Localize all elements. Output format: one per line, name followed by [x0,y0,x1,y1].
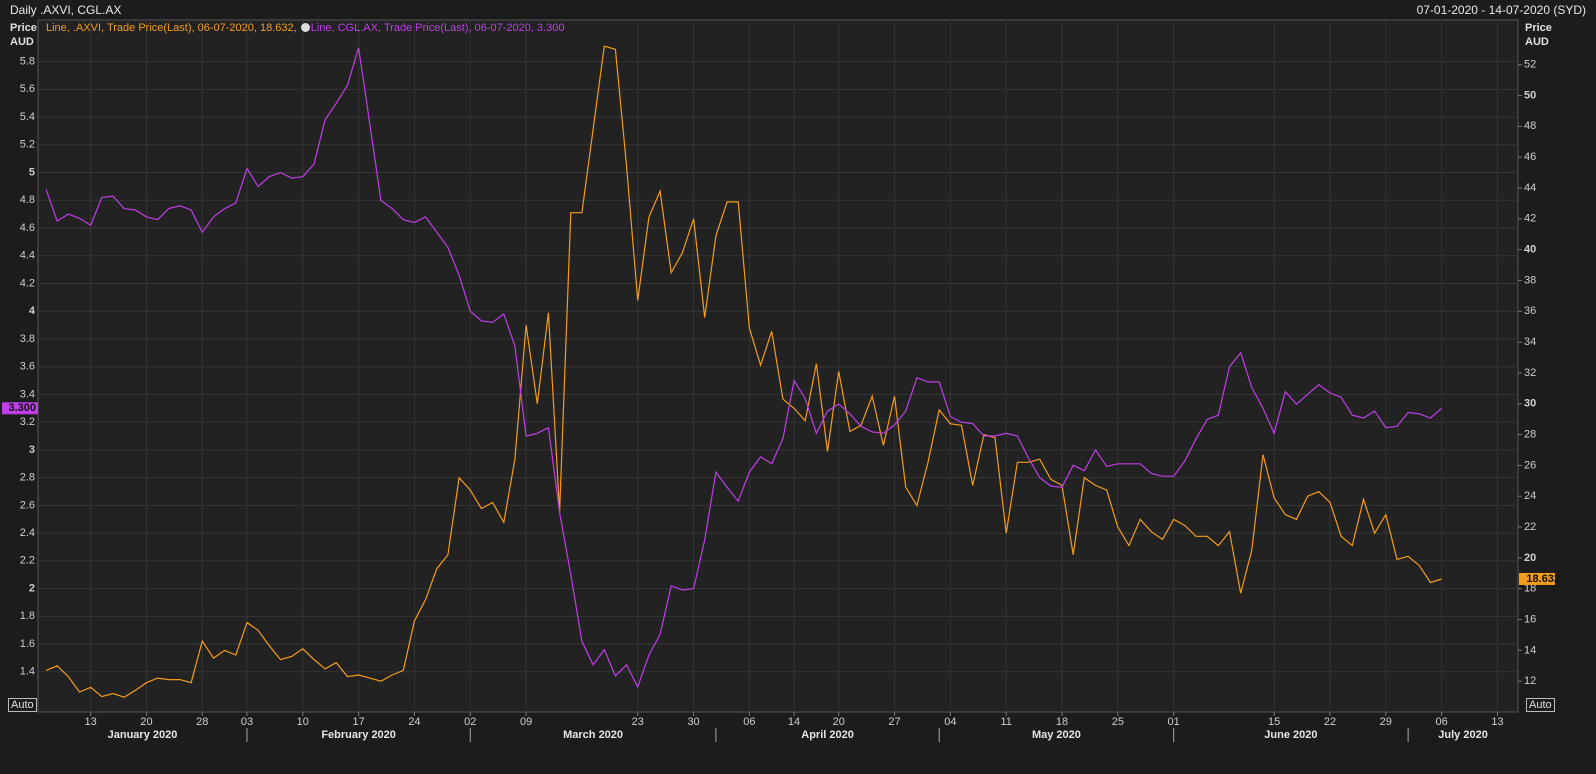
month-label: June 2020 [1264,729,1317,741]
x-tick-label: 20 [833,716,845,728]
x-tick-label: 15 [1268,716,1280,728]
x-tick-label: 02 [464,716,476,728]
y-tick-label: 4.4 [20,250,35,262]
y2-tick-label: 40 [1524,244,1536,256]
y-tick-label: 5.8 [20,56,35,68]
y2-tick-label: 44 [1524,182,1536,194]
y2-tick-label: 50 [1524,89,1536,101]
legend: Line, .AXVI, Trade Price(Last), 06-07-20… [46,22,564,34]
month-label: January 2020 [108,729,178,741]
y2-tick-label: 48 [1524,120,1536,132]
y-tick-label: 2 [29,582,35,594]
y2-tick-label: 38 [1524,274,1536,286]
y2-tick-label: 46 [1524,151,1536,163]
x-tick-label: 13 [85,716,97,728]
lines [45,45,1442,698]
x-tick-label: 06 [1436,716,1448,728]
grid [38,20,1518,712]
x-tick-label: 03 [241,716,253,728]
chart-title: Daily .AXVI, CGL.AX [10,3,121,17]
y-tick-label: 1.8 [20,610,35,622]
x-tick-label: 30 [687,716,699,728]
x-tick-label: 22 [1324,716,1336,728]
x-tick-label: 14 [788,716,800,728]
x-tick-label: 09 [520,716,532,728]
y2-tick-label: 16 [1524,613,1536,625]
y-tick-label: 2.2 [20,555,35,567]
x-tick-label: 24 [408,716,420,728]
y2-tick-label: 28 [1524,428,1536,440]
x-tick-label: 25 [1112,716,1124,728]
y2-tick-label: 12 [1524,675,1536,687]
x-tick-label: 17 [352,716,364,728]
auto-button[interactable]: Auto [8,698,37,712]
y-tick-label: 1.4 [20,666,35,678]
x-tick-label: 28 [196,716,208,728]
y2-axis-title: Price AUD [1525,22,1552,48]
series-line [45,47,1442,689]
y-tick-label: 5 [29,166,35,178]
y2-tick-label: 26 [1524,459,1536,471]
legend-entry: Line, .AXVI, Trade Price(Last), 06-07-20… [46,22,297,34]
y-tick-label: 2.6 [20,499,35,511]
x-tick-label: 10 [297,716,309,728]
clock-icon [300,23,310,32]
y-tick-label: 3.4 [20,388,35,400]
y-tick-label: 4.6 [20,222,35,234]
x-tick-label: 18 [1056,716,1068,728]
x-tick-label: 06 [743,716,755,728]
y2-tick-label: 32 [1524,367,1536,379]
y2-tick-label: 22 [1524,521,1536,533]
y-tick-label: 2.8 [20,472,35,484]
y2-tick-label: 42 [1524,213,1536,225]
y2-tick-label: 18 [1524,583,1536,595]
x-tick-label: 29 [1380,716,1392,728]
date-range: 07-01-2020 - 14-07-2020 (SYD) [1417,3,1586,17]
y-tick-label: 4 [29,305,36,317]
y-tick-label: 3.6 [20,361,35,373]
y-tick-label: 2.4 [20,527,35,539]
y-tick-label: 3.2 [20,416,35,428]
last-value-tag [1519,572,1555,585]
month-label: April 2020 [801,729,854,741]
x-tick-label: 27 [888,716,900,728]
y-tick-label: 3.8 [20,333,35,345]
auto-button[interactable]: Auto [1526,698,1555,712]
y-tick-label: 5.2 [20,139,35,151]
x-tick-label: 20 [140,716,152,728]
x-tick-label: 11 [1000,716,1011,728]
month-label: July 2020 [1438,729,1488,741]
month-label: May 2020 [1032,729,1081,741]
series-line [45,45,1442,698]
x-tick-label: 13 [1491,716,1503,728]
y2-tick-label: 20 [1524,552,1536,564]
y-axis-title: Price AUD [10,22,37,48]
y-tick-label: 3 [29,444,35,456]
y-tick-label: 5.4 [20,111,35,123]
month-label: February 2020 [321,729,396,741]
x-tick-label: 04 [944,716,956,728]
last-value-tag [2,402,38,415]
month-label: March 2020 [563,729,623,741]
y2-tick-label: 14 [1524,644,1536,656]
x-tick-label: 01 [1168,716,1180,728]
y2-tick-label: 52 [1524,59,1536,71]
y-tick-label: 5.6 [20,83,35,95]
y2-tick-label: 36 [1524,305,1536,317]
x-tick-label: 23 [632,716,644,728]
y-tick-label: 1.6 [20,638,35,650]
y-tick-label: 4.8 [20,194,35,206]
legend-entry: Line, CGL.AX, Trade Price(Last), 06-07-2… [310,22,565,34]
last-value-label: 3.300 [8,402,36,414]
last-value-label: 18.632 [1526,573,1560,585]
y2-tick-label: 30 [1524,398,1536,410]
y2-tick-label: 24 [1524,490,1536,502]
y-tick-label: 4.2 [20,277,35,289]
y2-tick-label: 34 [1524,336,1536,348]
